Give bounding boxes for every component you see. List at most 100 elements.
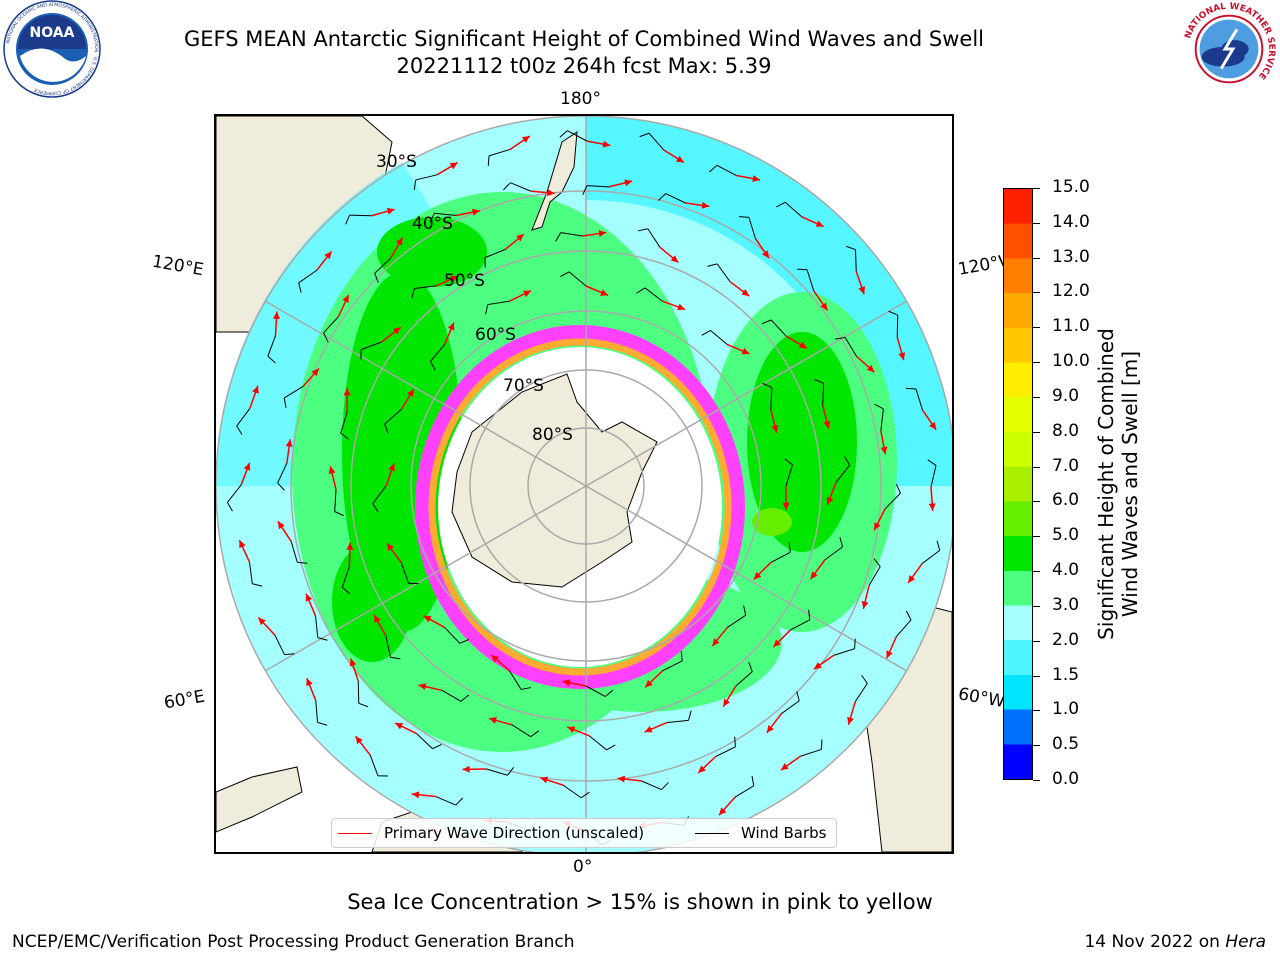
wind-barb-flag <box>734 736 736 747</box>
new-zealand-landmass <box>531 131 578 231</box>
wind-barb <box>283 386 304 399</box>
wave-arrow-head <box>374 614 381 623</box>
colorbar-tick-label: 0.0 <box>1052 769 1080 789</box>
lat-label-40s: 40°S <box>412 214 453 234</box>
wave-arrow-head <box>858 286 866 295</box>
wind-barb <box>896 619 912 637</box>
wind-barb-flag <box>560 271 570 278</box>
wind-barb-flag <box>340 432 349 440</box>
wind-barb-flag <box>317 721 328 726</box>
wave-arrow-head <box>823 420 831 429</box>
wave-arrow-head <box>874 522 881 531</box>
wave-arrow-head <box>886 650 893 659</box>
wind-barb <box>585 685 606 697</box>
colorbar-tick <box>1033 222 1040 224</box>
wave-arrow-head <box>343 388 351 396</box>
noaa-logo-text: NOAA <box>30 25 75 41</box>
wind-barb <box>716 164 737 176</box>
wind-barb <box>648 132 664 151</box>
wind-barb-flag <box>283 397 287 408</box>
wind-barb-flag <box>707 263 718 267</box>
colorbar-tick <box>1033 362 1040 364</box>
colorbar-tick-label: 2.0 <box>1052 629 1080 650</box>
wind-barb-flag <box>317 637 328 641</box>
wind-barb-flag <box>455 797 464 806</box>
wind-barb-flag <box>582 185 588 195</box>
wind-barb-flag <box>605 689 614 697</box>
lon-label-60e: 60°E <box>162 686 207 714</box>
wind-barb-flag <box>680 650 683 661</box>
wave-arrow-head <box>813 662 822 670</box>
wind-barb <box>323 316 339 334</box>
wave-arrow-head <box>395 237 403 246</box>
wave-arrow-head <box>753 571 762 580</box>
wave-arrow-head <box>698 765 706 773</box>
wave-arrow-head <box>346 542 354 550</box>
wind-barb-flag <box>411 288 415 299</box>
wind-barb <box>790 619 811 631</box>
wind-barb <box>385 635 391 658</box>
wind-barb <box>770 319 787 337</box>
wave-arrow-head <box>306 678 313 687</box>
wind-barb-flag <box>762 382 773 388</box>
wave-arrow-head <box>600 289 609 296</box>
wave-arrow-head <box>741 288 750 297</box>
wind-barb-flag <box>390 656 401 660</box>
wind-barb <box>710 330 728 345</box>
wind-barb <box>824 546 843 561</box>
wind-barb-flag <box>530 730 540 738</box>
wind-barb <box>226 484 242 503</box>
wind-barb-flag <box>358 702 369 708</box>
wind-barb <box>662 660 683 672</box>
legend-label-wind-barbs: Wind Barbs <box>741 824 827 842</box>
wind-barb <box>800 748 822 757</box>
wave-arrow-head <box>324 251 332 260</box>
wave-arrow-head <box>239 540 246 549</box>
wind-barb <box>781 700 800 715</box>
colorbar-tick <box>1033 571 1040 573</box>
wind-barb-flag <box>252 583 263 587</box>
wind-barb <box>833 648 855 656</box>
colorbar-tick-label: 6.0 <box>1052 490 1080 511</box>
lat-label-60s: 60°S <box>475 325 516 345</box>
wind-barb-flag <box>267 355 276 364</box>
wind-barb-flag <box>761 319 772 325</box>
wave-arrow-head <box>847 716 854 725</box>
chart-title: GEFS MEAN Antarctic Significant Height o… <box>183 27 985 51</box>
wave-arrow-head <box>472 208 480 216</box>
wind-barb <box>248 561 253 584</box>
colorbar-tick-label: 7.0 <box>1052 455 1080 476</box>
wind-barb-flag <box>503 182 511 191</box>
wave-arrow-head <box>423 615 432 623</box>
wind-barb-flag <box>226 502 233 512</box>
colorbar-tick-label: 15.0 <box>1052 177 1090 197</box>
colorbar-tick <box>1033 292 1040 294</box>
colorbar-tick-label: 1.5 <box>1052 664 1080 685</box>
wind-barb <box>560 232 583 237</box>
colorbar-tick-label: 5.0 <box>1052 525 1080 546</box>
wind-barb-flag <box>372 503 379 513</box>
wave-arrow-head <box>820 302 828 311</box>
wind-barb <box>921 549 941 564</box>
wind-barb-flag <box>709 164 718 173</box>
wave-arrow-head <box>407 389 414 397</box>
colorbar-tick <box>1033 640 1040 642</box>
wind-barb-flag <box>580 791 590 799</box>
colorbar-tick-label: 14.0 <box>1052 211 1090 232</box>
wind-barb <box>641 780 662 791</box>
wave-arrow-head <box>547 189 555 197</box>
wind-barb <box>915 388 924 411</box>
wind-barb-flag <box>429 361 436 371</box>
wave-arrow-head <box>411 791 420 799</box>
wind-barb-flag <box>701 330 711 336</box>
wind-barb <box>884 492 901 510</box>
wind-barb <box>369 755 379 776</box>
wind-barb <box>334 489 337 512</box>
wave-arrow-head <box>866 364 875 373</box>
wind-barb-flag <box>888 310 898 316</box>
wave-arrow-head <box>677 303 686 311</box>
wind-barb-flag <box>345 214 351 225</box>
wave-arrow-head <box>395 723 404 730</box>
wind-barb <box>400 562 410 584</box>
wave-arrow-head <box>644 726 653 733</box>
